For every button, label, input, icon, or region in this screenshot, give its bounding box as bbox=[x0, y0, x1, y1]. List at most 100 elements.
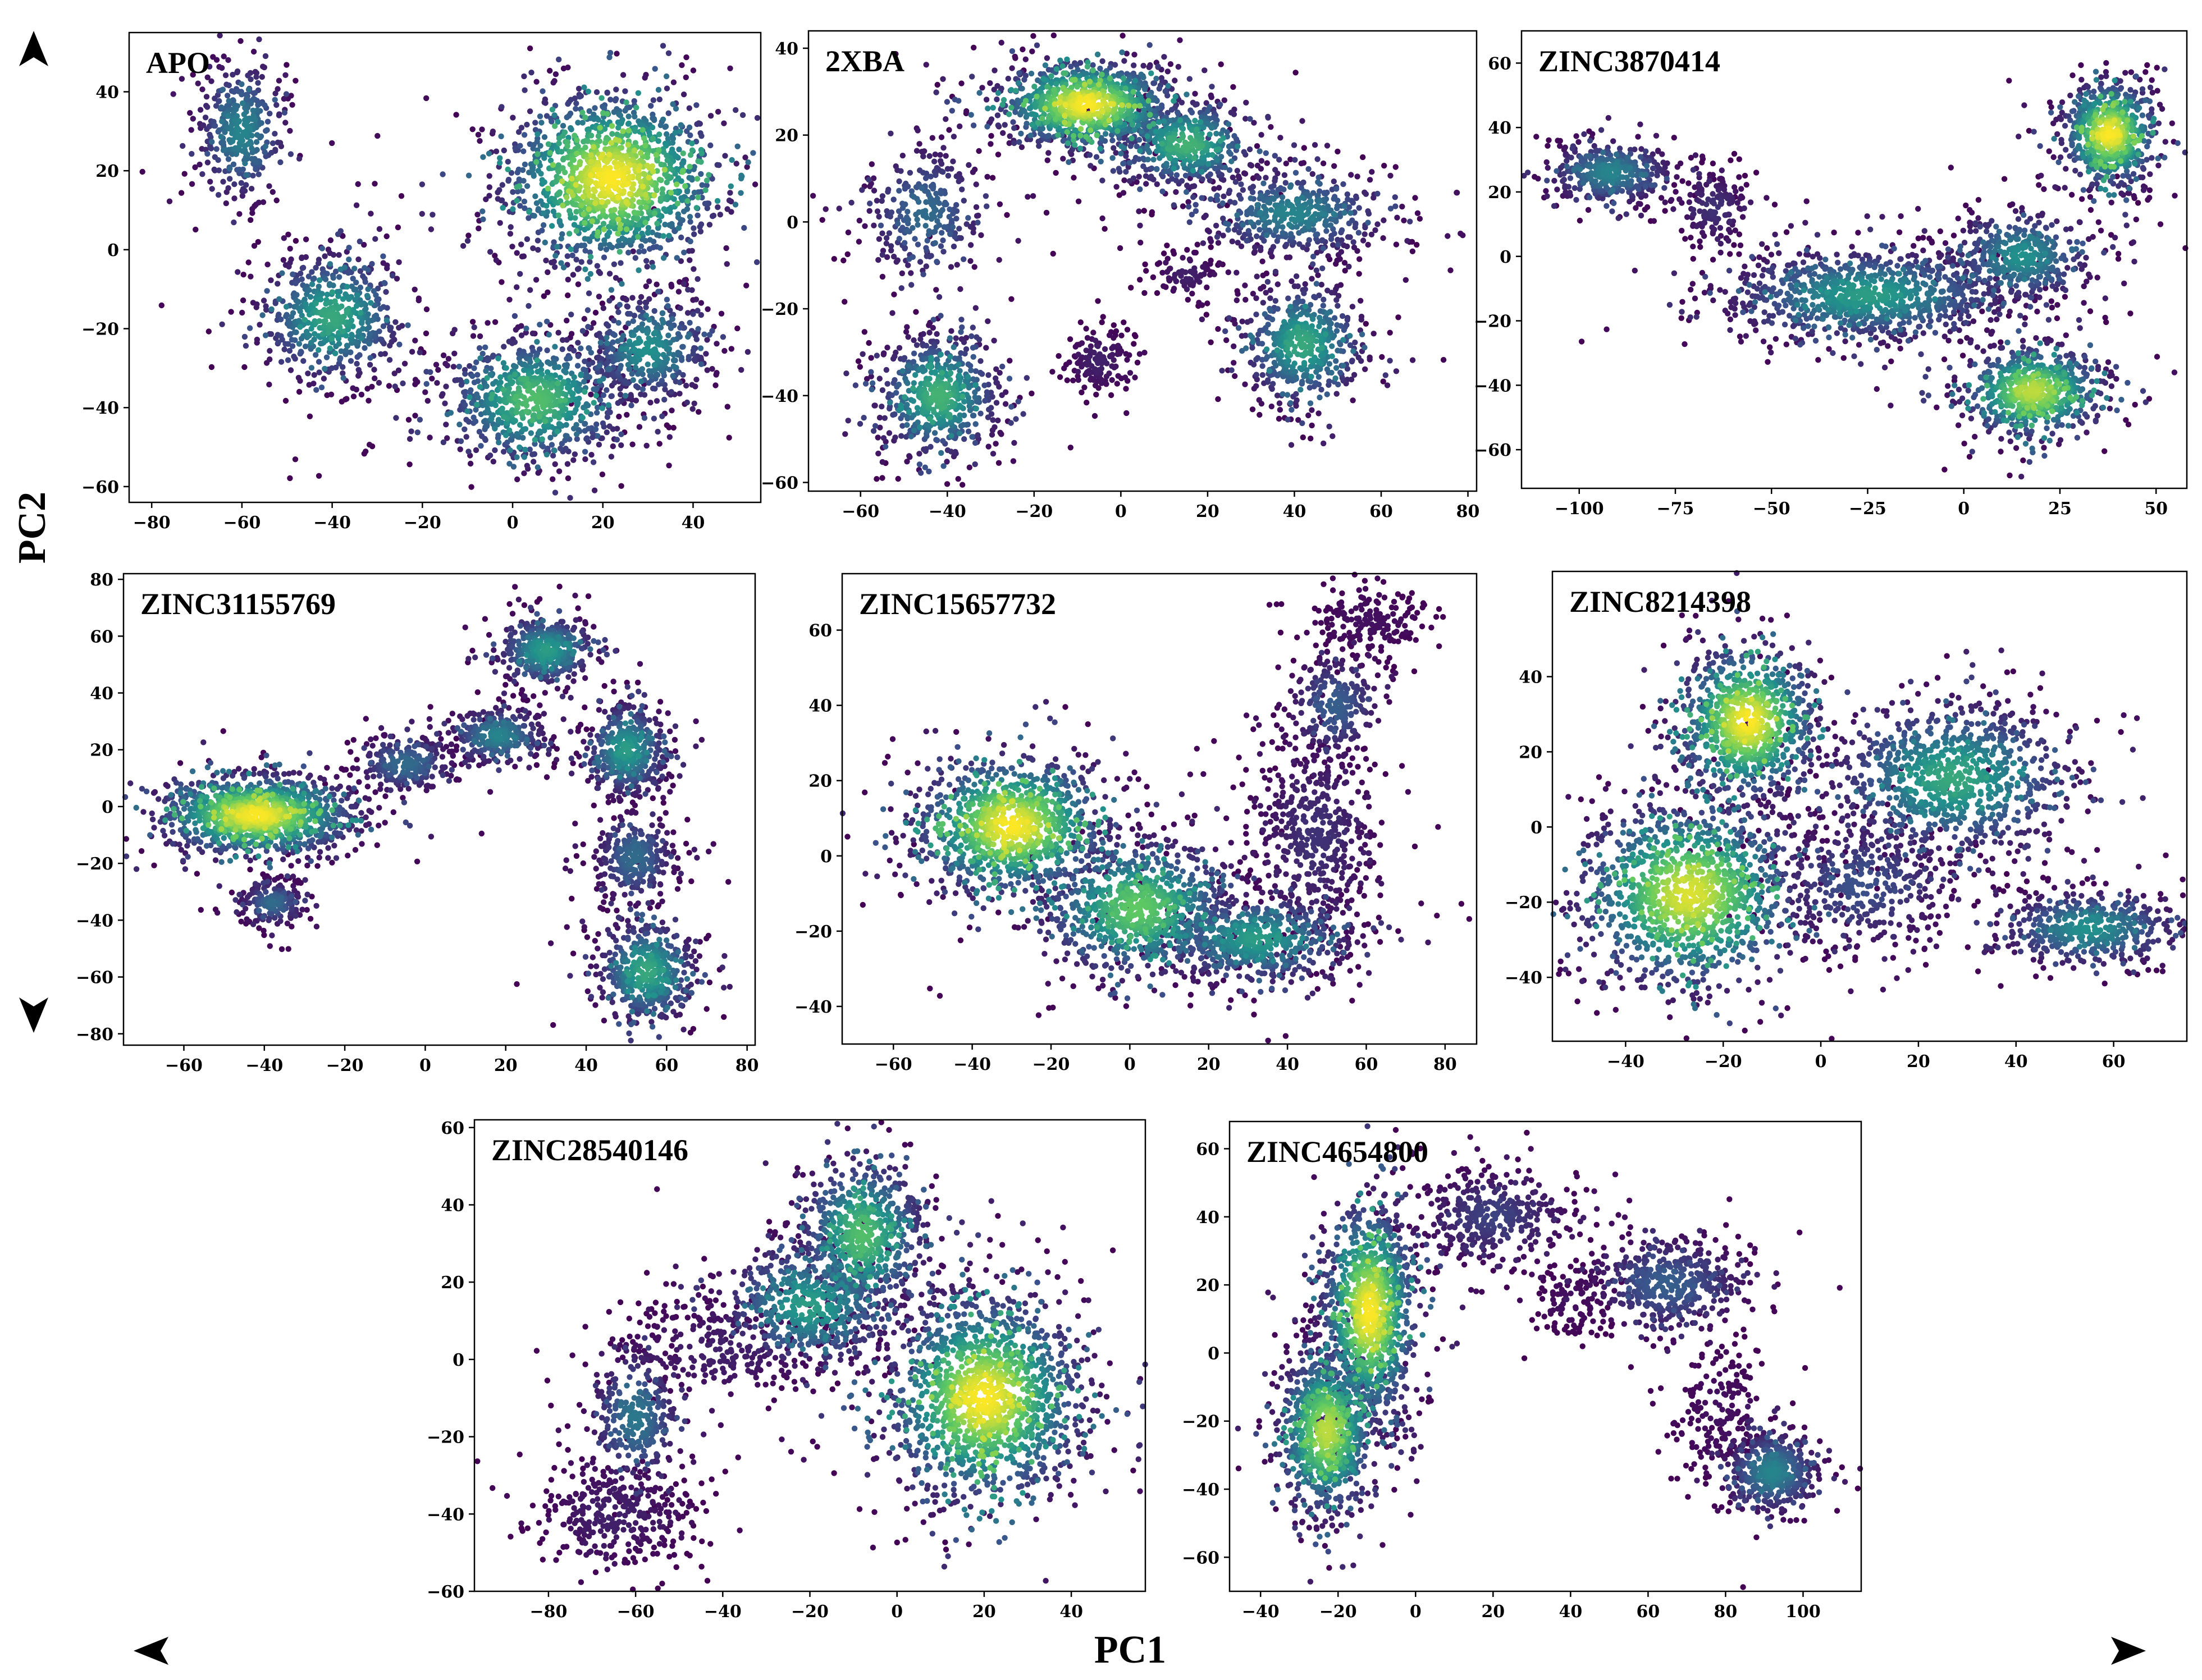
scatter-point bbox=[715, 162, 720, 168]
scatter-point bbox=[601, 305, 606, 311]
scatter-point bbox=[513, 327, 519, 332]
scatter-point bbox=[1095, 344, 1100, 349]
scatter-point bbox=[1127, 370, 1133, 376]
scatter-point bbox=[695, 194, 701, 200]
scatter-point bbox=[1196, 300, 1201, 305]
scatter-point bbox=[267, 356, 272, 362]
scatter-point bbox=[218, 104, 224, 110]
scatter-point bbox=[456, 422, 462, 427]
scatter-point bbox=[198, 107, 203, 113]
scatter-point bbox=[675, 212, 681, 217]
scatter-point bbox=[624, 412, 629, 418]
scatter-point bbox=[483, 383, 489, 389]
scatter-point bbox=[707, 143, 713, 148]
scatter-point bbox=[993, 380, 999, 386]
scatter-point bbox=[593, 393, 599, 399]
scatter-point bbox=[1299, 118, 1305, 123]
scatter-point bbox=[722, 153, 728, 158]
scatter-point bbox=[573, 422, 579, 428]
scatter-point bbox=[916, 451, 922, 456]
pc1-arrow-left bbox=[134, 1637, 842, 1665]
scatter-point bbox=[657, 177, 663, 182]
scatter-point bbox=[1372, 227, 1378, 233]
scatter-point bbox=[1367, 355, 1373, 360]
scatter-point bbox=[607, 271, 613, 276]
scatter-point bbox=[997, 202, 1003, 207]
scatter-point bbox=[533, 159, 539, 164]
scatter-point bbox=[914, 148, 920, 154]
scatter-point bbox=[602, 140, 608, 145]
scatter-point bbox=[588, 271, 593, 277]
scatter-point bbox=[415, 429, 421, 435]
scatter-point bbox=[1234, 270, 1239, 276]
scatter-point bbox=[659, 378, 665, 383]
scatter-point bbox=[1157, 260, 1162, 265]
scatter-point bbox=[189, 181, 195, 187]
scatter-point bbox=[195, 81, 201, 86]
scatter-point bbox=[671, 80, 677, 85]
scatter-point bbox=[610, 340, 616, 345]
scatter-point bbox=[957, 123, 962, 129]
scatter-point bbox=[537, 113, 543, 119]
scatter-point bbox=[733, 107, 738, 113]
scatter-point bbox=[584, 409, 590, 415]
scatter-point bbox=[508, 224, 514, 230]
scatter-point bbox=[558, 260, 564, 265]
scatter-point bbox=[588, 152, 594, 158]
scatter-point bbox=[323, 277, 328, 282]
scatter-point bbox=[641, 135, 647, 141]
scatter-point bbox=[734, 161, 739, 166]
scatter-point bbox=[470, 126, 476, 132]
scatter-point bbox=[550, 107, 555, 112]
scatter-point bbox=[984, 174, 990, 180]
scatter-point bbox=[578, 372, 583, 378]
scatter-point bbox=[631, 377, 636, 383]
scatter-point bbox=[675, 200, 680, 206]
scatter-point bbox=[633, 365, 638, 370]
scatter-point bbox=[364, 293, 370, 299]
scatter-point bbox=[614, 164, 619, 170]
scatter-point bbox=[496, 417, 501, 423]
scatter-point bbox=[580, 415, 586, 420]
scatter-point bbox=[1259, 158, 1264, 163]
scatter-point bbox=[330, 282, 336, 288]
scatter-point bbox=[239, 91, 244, 97]
scatter-point bbox=[556, 213, 561, 218]
scatter-point bbox=[231, 219, 236, 225]
scatter-point bbox=[1242, 282, 1248, 288]
scatter-point bbox=[540, 436, 545, 442]
scatter-point bbox=[243, 172, 249, 178]
scatter-point bbox=[605, 323, 611, 328]
scatter-point bbox=[647, 400, 653, 405]
scatter-point bbox=[246, 141, 252, 147]
x-tick-label: −80 bbox=[133, 513, 171, 533]
scatter-point bbox=[1125, 327, 1130, 332]
scatter-point bbox=[632, 127, 638, 132]
scatter-point bbox=[619, 235, 625, 241]
scatter-point bbox=[686, 248, 692, 254]
scatter-point bbox=[594, 89, 600, 95]
scatter-point bbox=[290, 272, 295, 277]
scatter-point bbox=[948, 264, 954, 269]
scatter-point bbox=[197, 162, 202, 167]
scatter-point bbox=[225, 93, 230, 98]
scatter-point bbox=[1291, 142, 1297, 148]
scatter-point bbox=[1218, 261, 1223, 267]
scatter-point bbox=[577, 162, 582, 167]
scatter-point bbox=[1260, 273, 1266, 278]
scatter-point bbox=[367, 331, 372, 337]
scatter-point bbox=[1143, 173, 1149, 179]
scatter-point bbox=[351, 265, 357, 271]
scatter-point bbox=[1248, 162, 1253, 168]
scatter-point bbox=[686, 175, 692, 181]
scatter-point bbox=[639, 366, 645, 372]
scatter-point bbox=[561, 379, 567, 384]
scatter-point bbox=[698, 300, 704, 306]
scatter-point bbox=[1218, 61, 1224, 67]
scatter-point bbox=[696, 409, 701, 415]
scatter-point bbox=[1235, 240, 1241, 245]
scatter-point bbox=[287, 128, 293, 134]
scatter-point bbox=[1330, 433, 1335, 439]
scatter-point bbox=[674, 181, 679, 187]
scatter-point bbox=[365, 286, 371, 292]
